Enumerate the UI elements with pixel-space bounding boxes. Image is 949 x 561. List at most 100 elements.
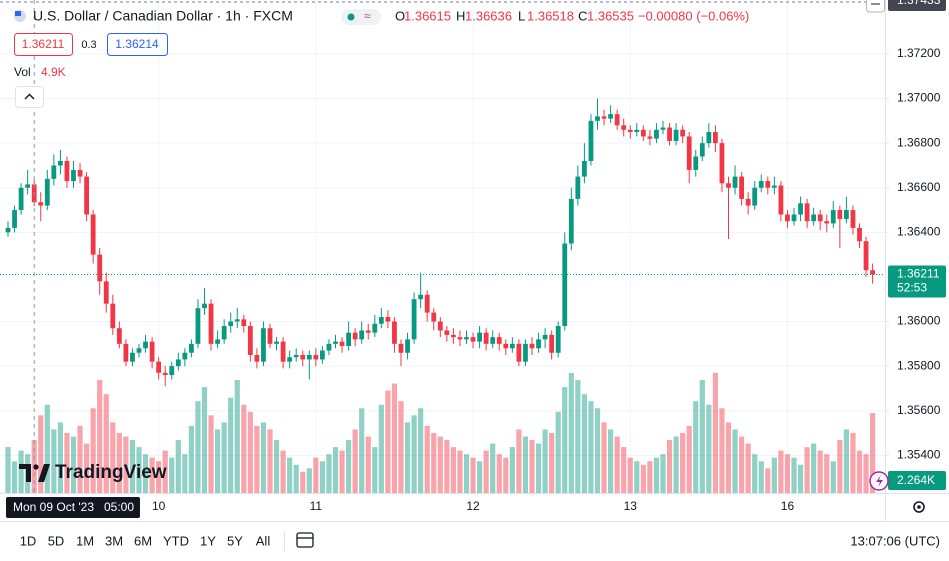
- candle-body: [241, 319, 247, 326]
- volume-bar: [680, 432, 686, 493]
- candle-body: [280, 341, 286, 362]
- y-tick-label: 1.37000: [897, 91, 941, 105]
- y-tick-label: 1.36400: [897, 225, 941, 239]
- candle-body: [627, 129, 633, 133]
- candle-body: [90, 214, 96, 255]
- candle-body: [306, 354, 312, 360]
- volume-bar: [273, 440, 280, 493]
- volume-bar: [300, 471, 306, 493]
- calendar-icon[interactable]: [296, 532, 314, 548]
- volume-bar: [424, 425, 430, 493]
- volume-bar: [103, 394, 109, 493]
- volume-bar: [601, 422, 607, 493]
- candle-body: [844, 210, 849, 219]
- volume-bar: [411, 415, 417, 493]
- volume-bar: [77, 425, 83, 493]
- range-button[interactable]: YTD: [163, 533, 189, 548]
- flag-canton: [15, 11, 21, 16]
- candle-body: [509, 343, 515, 349]
- range-button[interactable]: 1Y: [200, 533, 216, 548]
- buy-button[interactable]: [107, 33, 168, 56]
- volume-bar: [745, 443, 751, 493]
- candle-body: [490, 337, 496, 344]
- candle-body: [791, 214, 797, 222]
- candle-body: [398, 343, 404, 353]
- volume-bar: [84, 443, 90, 493]
- volume-bar: [215, 429, 221, 493]
- volume-bar: [241, 404, 247, 493]
- ohlc-key: C: [578, 8, 587, 23]
- volume-bar: [575, 380, 581, 493]
- volume-bar: [516, 429, 522, 493]
- candle-body: [293, 354, 299, 358]
- candle-body: [496, 337, 502, 344]
- volume-bar: [208, 415, 214, 493]
- volume-bar: [562, 387, 568, 493]
- candle-body: [162, 372, 168, 376]
- candle-body: [798, 203, 803, 215]
- candle-body: [752, 187, 758, 206]
- volume-bar: [765, 468, 771, 493]
- candle-body: [58, 160, 63, 166]
- sell-button[interactable]: [14, 33, 73, 56]
- candle-body: [549, 334, 555, 353]
- candle-body: [267, 328, 273, 344]
- range-button[interactable]: 1M: [76, 533, 94, 548]
- volume-bar: [686, 425, 692, 493]
- volume-bar: [640, 464, 646, 493]
- volume-bar: [372, 447, 378, 493]
- countdown: 52:53: [897, 281, 927, 295]
- candle-body: [169, 366, 175, 376]
- clock[interactable]: 13:07:06 (UTC): [850, 533, 940, 548]
- symbol-title[interactable]: U.S. Dollar / Canadian Dollar · 1h · FXC…: [33, 8, 293, 24]
- candle-body: [202, 303, 207, 309]
- candle-body: [621, 125, 627, 130]
- candle-body: [352, 332, 358, 340]
- volume-bar: [477, 461, 483, 493]
- volume-bar: [699, 380, 705, 493]
- volume-bar: [306, 468, 312, 493]
- volume-bar: [260, 422, 267, 493]
- range-button[interactable]: 3M: [105, 533, 123, 548]
- candle-body: [555, 325, 561, 353]
- candle-body: [765, 181, 771, 188]
- status-pill[interactable]: [341, 9, 381, 25]
- volume-value: 4.9K: [41, 65, 66, 79]
- range-button[interactable]: 1D: [20, 533, 37, 548]
- range-button[interactable]: 6M: [134, 533, 152, 548]
- range-button[interactable]: 5D: [48, 533, 65, 548]
- volume-bar: [346, 440, 352, 493]
- logo[interactable]: TradingView: [19, 462, 167, 483]
- volume-bar: [142, 454, 149, 493]
- candle-body: [365, 330, 371, 333]
- candle-body: [234, 319, 240, 322]
- settings-icon[interactable]: [913, 501, 925, 513]
- candle-body: [123, 343, 129, 362]
- top-price-label: 1.37433: [897, 0, 941, 7]
- candle-body: [431, 312, 437, 322]
- y-tick-label: 1.36800: [897, 135, 941, 149]
- candle-body: [739, 176, 744, 199]
- volume-bar: [509, 447, 515, 493]
- volume-bar: [450, 447, 456, 493]
- volume-bar: [293, 464, 299, 493]
- candle-body: [778, 185, 784, 215]
- candle-body: [719, 143, 725, 184]
- candle-body: [523, 343, 528, 362]
- volume-bar: [44, 404, 50, 493]
- x-tick-label: 13: [624, 499, 638, 513]
- candle-body: [103, 281, 109, 304]
- change: −0.00080 (−0.06%): [638, 8, 749, 23]
- candle-body: [608, 114, 613, 119]
- range-button[interactable]: 5Y: [227, 533, 243, 548]
- volume-bar: [863, 454, 869, 493]
- candle-body: [51, 165, 57, 179]
- range-button[interactable]: All: [256, 533, 271, 548]
- candle-body: [444, 330, 450, 335]
- volume-bar: [444, 440, 450, 493]
- volume-bar: [719, 408, 725, 493]
- collapse-button[interactable]: [15, 86, 44, 108]
- volume-bar: [280, 450, 286, 493]
- candle-body: [64, 160, 70, 182]
